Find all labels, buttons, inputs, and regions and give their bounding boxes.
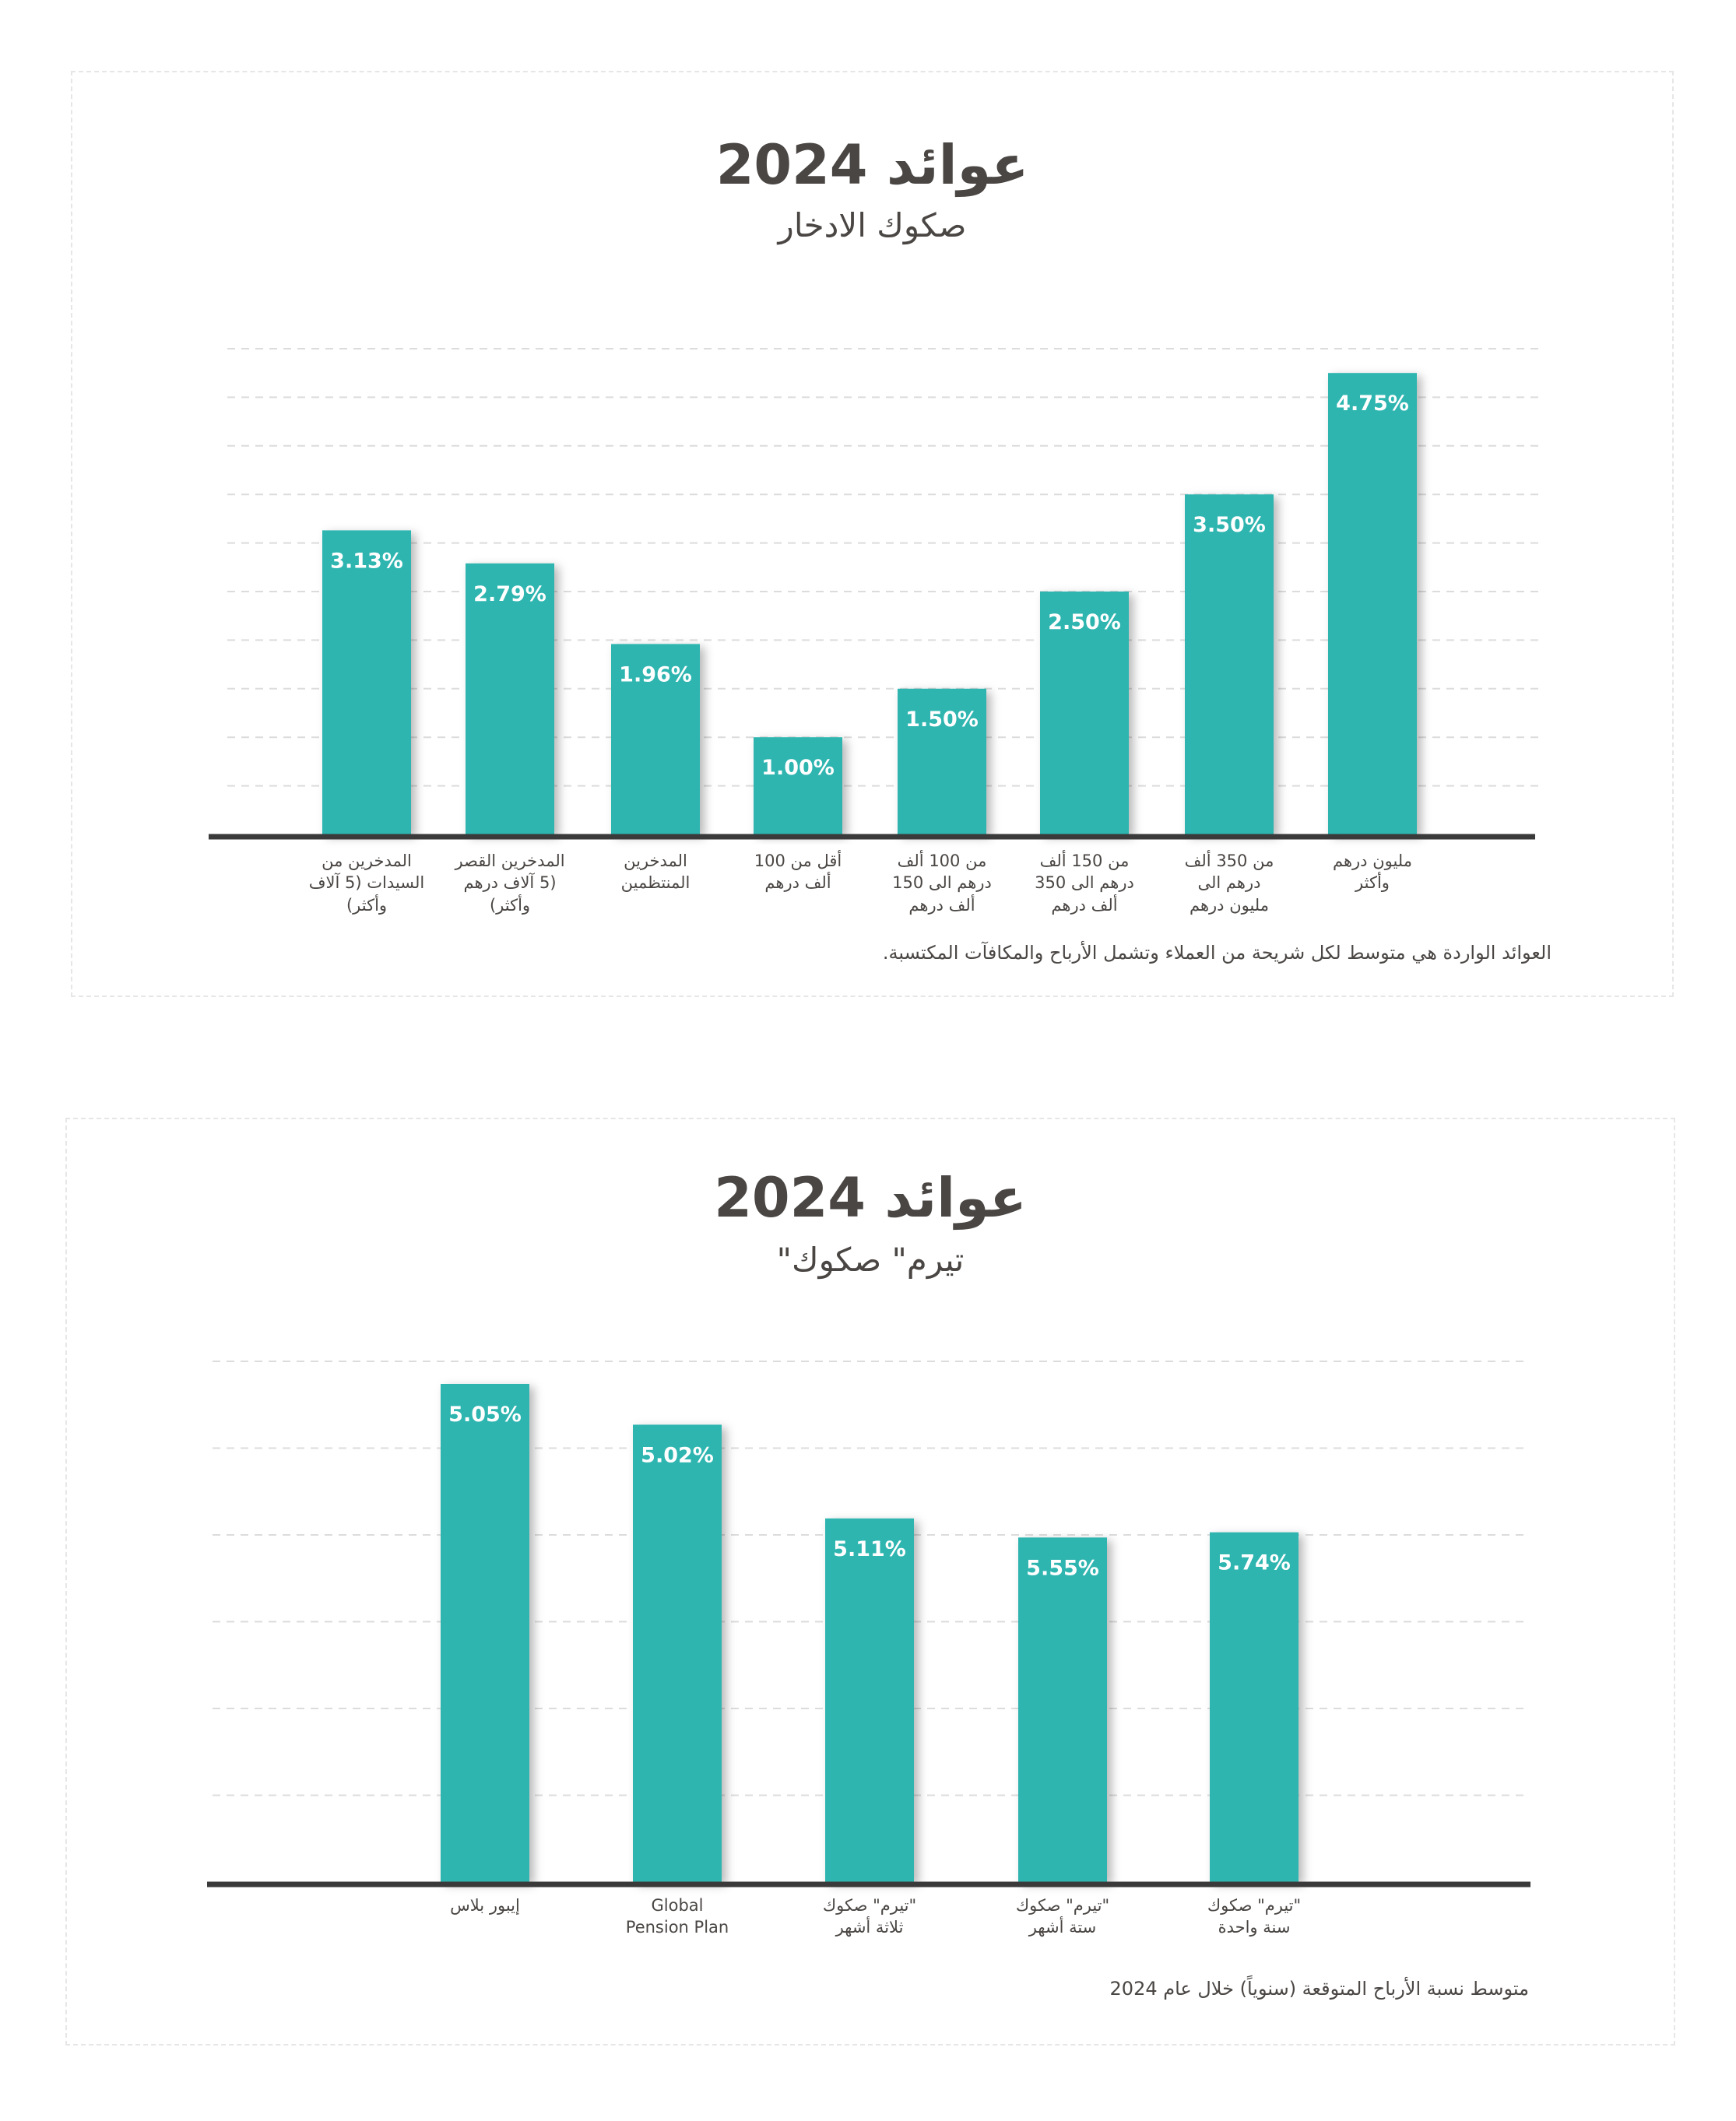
bar-value-label: 2.50%	[1048, 610, 1121, 634]
bar	[1018, 1537, 1107, 1882]
bar	[825, 1518, 914, 1882]
chart-panel-savings: عوائد 2024 صكوك الادخار العوائد الواردة …	[71, 71, 1674, 997]
bar-chart-1: 3.13% 2.79% 1.96% 1.00% 1.50% 2.50% 3.50% 4.75%	[209, 348, 1539, 840]
chart-panel-term: عوائد 2024 "تيرم" صكوك متوسط نسبة الأربا…	[65, 1118, 1675, 2046]
bar	[1185, 494, 1274, 834]
chart-footnote: متوسط نسبة الأرباح المتوقعة (سنوياً) خلا…	[1109, 1978, 1529, 2000]
x-tick-label: "تيرم" صكوك سنة واحدة	[1207, 1896, 1302, 1937]
x-tick-label: أقل من 100 ألف درهم	[754, 852, 842, 893]
bar	[1210, 1532, 1298, 1882]
bar-value-label: 5.02%	[641, 1443, 714, 1467]
chart-subtitle: صكوك الادخار	[778, 206, 967, 244]
bar-value-label: 4.75%	[1336, 392, 1409, 416]
bar-value-label: 1.50%	[905, 708, 979, 732]
bar-value-label: 1.00%	[761, 756, 835, 780]
x-tick-label: المدخرين من السيدات (5 آلاف وأكثر)	[308, 852, 425, 915]
bar	[466, 563, 554, 834]
x-tick-label: إيبور بلاس	[450, 1896, 520, 1915]
x-tick-label: من 100 ألف درهم الى 150 ألف درهم	[892, 852, 992, 915]
bar	[898, 688, 986, 834]
bar	[633, 1424, 722, 1882]
bar-value-label: 3.13%	[330, 549, 403, 573]
x-tick-label: من 150 ألف درهم الى 350 ألف درهم	[1035, 852, 1134, 915]
bar	[441, 1383, 529, 1882]
x-tick-label: Global Pension Plan	[625, 1896, 729, 1937]
chart-title: عوائد 2024	[715, 133, 1029, 197]
bar-chart-2: 5.05% 5.02% 5.11% 5.55% 5.74%	[207, 1361, 1530, 1887]
bar	[1040, 592, 1129, 834]
x-tick-label: المدخرين المنتظمين	[620, 852, 691, 893]
bar-value-label: 5.05%	[448, 1403, 522, 1427]
x-tick-label: "تيرم" صكوك ستة أشهر	[1015, 1896, 1110, 1937]
bar	[754, 737, 842, 834]
bar	[1328, 373, 1417, 834]
bar-value-label: 3.50%	[1193, 513, 1266, 537]
bar	[322, 530, 411, 834]
bar	[611, 644, 700, 834]
bar-value-label: 5.55%	[1026, 1556, 1099, 1580]
bar-value-label: 5.11%	[833, 1537, 906, 1561]
chart-subtitle: "تيرم" صكوك	[776, 1241, 965, 1279]
chart-footnote: العوائد الواردة هي متوسط لكل شريحة من ال…	[882, 942, 1552, 964]
bar-value-label: 1.96%	[619, 662, 692, 687]
x-tick-label: المدخرين القصر (5 آلاف درهم وأكثر)	[455, 852, 565, 915]
x-tick-label: "تيرم" صكوك ثلاثة أشهر	[822, 1896, 917, 1937]
chart-title: عوائد 2024	[714, 1166, 1027, 1230]
bar-value-label: 5.74%	[1218, 1551, 1291, 1575]
x-tick-label: مليون درهم وأكثر	[1332, 852, 1413, 893]
x-tick-label: من 350 ألف درهم الى مليون درهم	[1184, 852, 1274, 915]
bar-value-label: 2.79%	[473, 582, 546, 606]
